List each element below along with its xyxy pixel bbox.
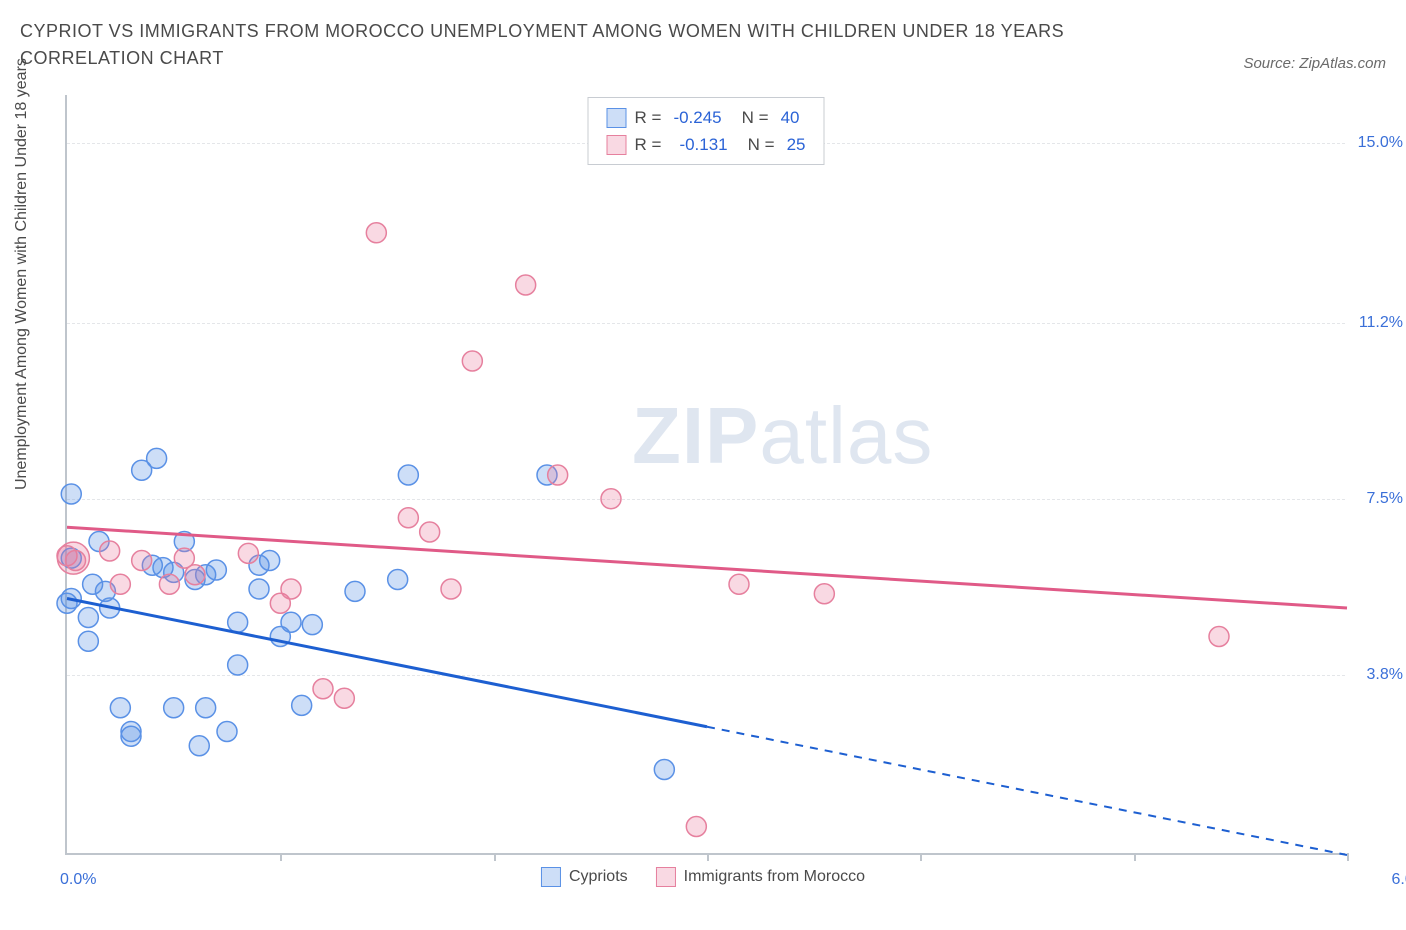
legend-row-b: R = -0.131 N = 25 bbox=[607, 131, 806, 158]
point-b bbox=[110, 574, 130, 594]
point-b bbox=[548, 465, 568, 485]
swatch-b-icon bbox=[607, 135, 627, 155]
y-tick-label: 11.2% bbox=[1359, 314, 1403, 332]
point-a bbox=[292, 695, 312, 715]
legend-item-b: Immigrants from Morocco bbox=[656, 867, 865, 887]
point-b bbox=[601, 489, 621, 509]
point-a bbox=[206, 560, 226, 580]
point-a bbox=[345, 581, 365, 601]
legend-item-a: Cypriots bbox=[541, 867, 628, 887]
n-value-b: 25 bbox=[787, 131, 806, 158]
n-label-a: N = bbox=[742, 104, 769, 131]
point-a bbox=[388, 570, 408, 590]
point-a bbox=[217, 722, 237, 742]
point-a bbox=[249, 579, 269, 599]
legend-label-a: Cypriots bbox=[569, 868, 628, 886]
point-a bbox=[228, 655, 248, 675]
point-b bbox=[334, 688, 354, 708]
y-tick-label: 15.0% bbox=[1358, 134, 1403, 152]
n-label-b: N = bbox=[748, 131, 775, 158]
point-a bbox=[61, 484, 81, 504]
bottom-swatch-a-icon bbox=[541, 867, 561, 887]
point-b bbox=[462, 351, 482, 371]
point-a bbox=[228, 612, 248, 632]
point-b bbox=[516, 275, 536, 295]
point-b bbox=[686, 817, 706, 837]
bottom-legend: Cypriots Immigrants from Morocco bbox=[541, 867, 865, 887]
point-b bbox=[132, 551, 152, 571]
point-b bbox=[441, 579, 461, 599]
point-a bbox=[654, 760, 674, 780]
point-a bbox=[110, 698, 130, 718]
y-tick-label: 7.5% bbox=[1367, 490, 1403, 508]
point-b bbox=[185, 565, 205, 585]
x-max-label: 6.0% bbox=[1392, 871, 1406, 889]
bottom-swatch-b-icon bbox=[656, 867, 676, 887]
y-axis-label: Unemployment Among Women with Children U… bbox=[13, 58, 31, 490]
point-a bbox=[398, 465, 418, 485]
point-a bbox=[78, 631, 98, 651]
point-a bbox=[147, 448, 167, 468]
point-a bbox=[189, 736, 209, 756]
point-b bbox=[66, 551, 86, 571]
x-tick bbox=[707, 853, 709, 861]
trend-line-a-dashed bbox=[707, 727, 1347, 855]
r-value-b: -0.131 bbox=[679, 131, 727, 158]
point-a bbox=[164, 698, 184, 718]
x-tick bbox=[280, 853, 282, 861]
point-b bbox=[814, 584, 834, 604]
n-value-a: 40 bbox=[781, 104, 800, 131]
scatter-svg bbox=[67, 95, 1345, 853]
point-b bbox=[313, 679, 333, 699]
r-label-b: R = bbox=[635, 131, 662, 158]
point-b bbox=[238, 543, 258, 563]
chart-title: CYPRIOT VS IMMIGRANTS FROM MOROCCO UNEMP… bbox=[20, 18, 1120, 72]
y-tick-label: 3.8% bbox=[1367, 666, 1403, 684]
point-b bbox=[398, 508, 418, 528]
swatch-a-icon bbox=[607, 108, 627, 128]
legend-row-a: R = -0.245 N = 40 bbox=[607, 104, 806, 131]
point-b bbox=[729, 574, 749, 594]
point-b bbox=[100, 541, 120, 561]
point-b bbox=[420, 522, 440, 542]
point-b bbox=[366, 223, 386, 243]
r-label-a: R = bbox=[635, 104, 662, 131]
x-origin-label: 0.0% bbox=[60, 871, 96, 889]
point-a bbox=[302, 615, 322, 635]
point-a bbox=[196, 698, 216, 718]
point-b bbox=[159, 574, 179, 594]
point-a bbox=[78, 608, 98, 628]
x-tick bbox=[1347, 853, 1349, 861]
x-tick bbox=[494, 853, 496, 861]
point-a bbox=[121, 722, 141, 742]
stats-legend: R = -0.245 N = 40 R = -0.131 N = 25 bbox=[588, 97, 825, 165]
point-a bbox=[281, 612, 301, 632]
plot-area: ZIPatlas R = -0.245 N = 40 R = -0.131 N … bbox=[65, 95, 1345, 855]
legend-label-b: Immigrants from Morocco bbox=[684, 868, 865, 886]
source-credit: Source: ZipAtlas.com bbox=[1243, 55, 1386, 72]
point-b bbox=[281, 579, 301, 599]
point-b bbox=[1209, 627, 1229, 647]
r-value-a: -0.245 bbox=[673, 104, 721, 131]
x-tick bbox=[1134, 853, 1136, 861]
point-a bbox=[260, 551, 280, 571]
chart-container: Unemployment Among Women with Children U… bbox=[20, 95, 1386, 885]
x-tick bbox=[920, 853, 922, 861]
